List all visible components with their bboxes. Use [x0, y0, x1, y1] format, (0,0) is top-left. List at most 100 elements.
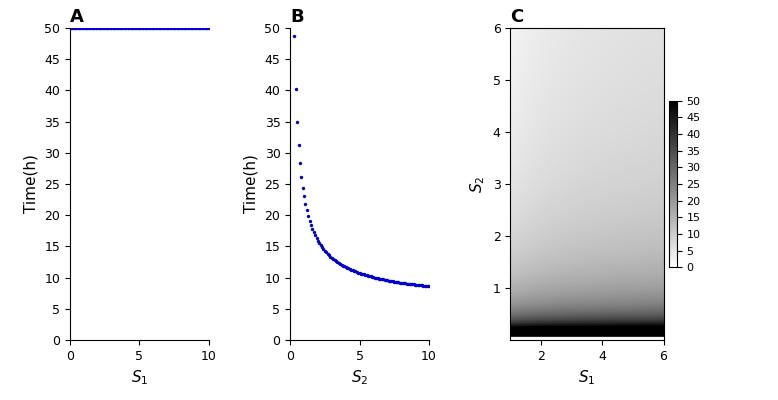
X-axis label: $S_1$: $S_1$	[578, 368, 596, 387]
Point	[317, 246, 330, 252]
Point	[387, 278, 399, 284]
Point	[419, 283, 431, 289]
Point	[377, 276, 389, 283]
Point	[161, 25, 173, 31]
Point	[140, 25, 152, 31]
Point	[123, 25, 135, 31]
Point	[392, 279, 405, 286]
Point	[346, 267, 359, 274]
Point	[74, 25, 86, 31]
Point	[170, 25, 183, 31]
Point	[124, 25, 137, 31]
Point	[188, 25, 201, 31]
Point	[114, 25, 126, 31]
Point	[353, 270, 366, 276]
Point	[381, 277, 394, 284]
Point	[200, 25, 212, 31]
Point	[79, 25, 91, 31]
Point	[337, 262, 349, 269]
Point	[422, 283, 434, 289]
Point	[67, 25, 79, 31]
Point	[77, 25, 89, 31]
Point	[355, 270, 367, 277]
Point	[415, 282, 428, 289]
Point	[369, 274, 381, 281]
Point	[310, 235, 323, 242]
Point	[339, 264, 352, 270]
Point	[409, 282, 422, 288]
Point	[128, 25, 140, 31]
Point	[126, 25, 138, 31]
Point	[300, 201, 312, 207]
Point	[344, 266, 356, 272]
Point	[68, 25, 81, 31]
Point	[128, 25, 141, 31]
Point	[370, 275, 383, 281]
Point	[144, 25, 156, 31]
Point	[342, 265, 355, 272]
Point	[402, 280, 415, 287]
Point	[66, 25, 79, 31]
Point	[168, 25, 180, 31]
Point	[410, 282, 422, 288]
Point	[356, 271, 369, 277]
Text: C: C	[510, 8, 524, 26]
Point	[163, 25, 176, 31]
Point	[373, 275, 385, 282]
Point	[193, 25, 205, 31]
Point	[345, 266, 357, 273]
Point	[325, 254, 338, 261]
Point	[100, 25, 113, 31]
Point	[165, 25, 177, 31]
Point	[155, 25, 167, 31]
X-axis label: $S_1$: $S_1$	[131, 368, 148, 387]
Point	[117, 25, 130, 31]
Point	[309, 232, 321, 239]
Point	[159, 25, 172, 31]
Point	[172, 25, 184, 31]
Point	[291, 119, 303, 125]
Point	[422, 283, 435, 290]
Point	[413, 282, 426, 288]
Point	[406, 281, 419, 288]
Point	[295, 173, 307, 180]
Point	[312, 238, 324, 244]
Point	[366, 274, 378, 280]
Point	[190, 25, 202, 31]
Point	[119, 25, 131, 31]
Y-axis label: Time(h): Time(h)	[24, 154, 39, 214]
Point	[152, 25, 165, 31]
Point	[73, 25, 86, 31]
Point	[131, 25, 144, 31]
Point	[133, 25, 145, 31]
Point	[332, 260, 345, 266]
Point	[181, 25, 194, 31]
Point	[352, 269, 364, 276]
Point	[300, 207, 313, 214]
Point	[359, 272, 371, 278]
Point	[166, 25, 179, 31]
Point	[398, 280, 410, 286]
Point	[114, 25, 127, 31]
Point	[327, 256, 339, 262]
Point	[396, 280, 408, 286]
Point	[197, 25, 209, 31]
Y-axis label: $S_2$: $S_2$	[468, 175, 487, 193]
Point	[289, 85, 302, 92]
Point	[305, 222, 317, 228]
Point	[417, 282, 429, 289]
Point	[371, 275, 384, 282]
Point	[288, 33, 300, 40]
Point	[385, 278, 398, 284]
Point	[176, 25, 188, 31]
Point	[156, 25, 169, 31]
Point	[89, 25, 102, 31]
Point	[154, 25, 166, 31]
Point	[135, 25, 148, 31]
Point	[195, 25, 208, 31]
Point	[70, 25, 82, 31]
Point	[103, 25, 116, 31]
Point	[319, 248, 331, 254]
Point	[401, 280, 413, 287]
Point	[394, 279, 406, 286]
